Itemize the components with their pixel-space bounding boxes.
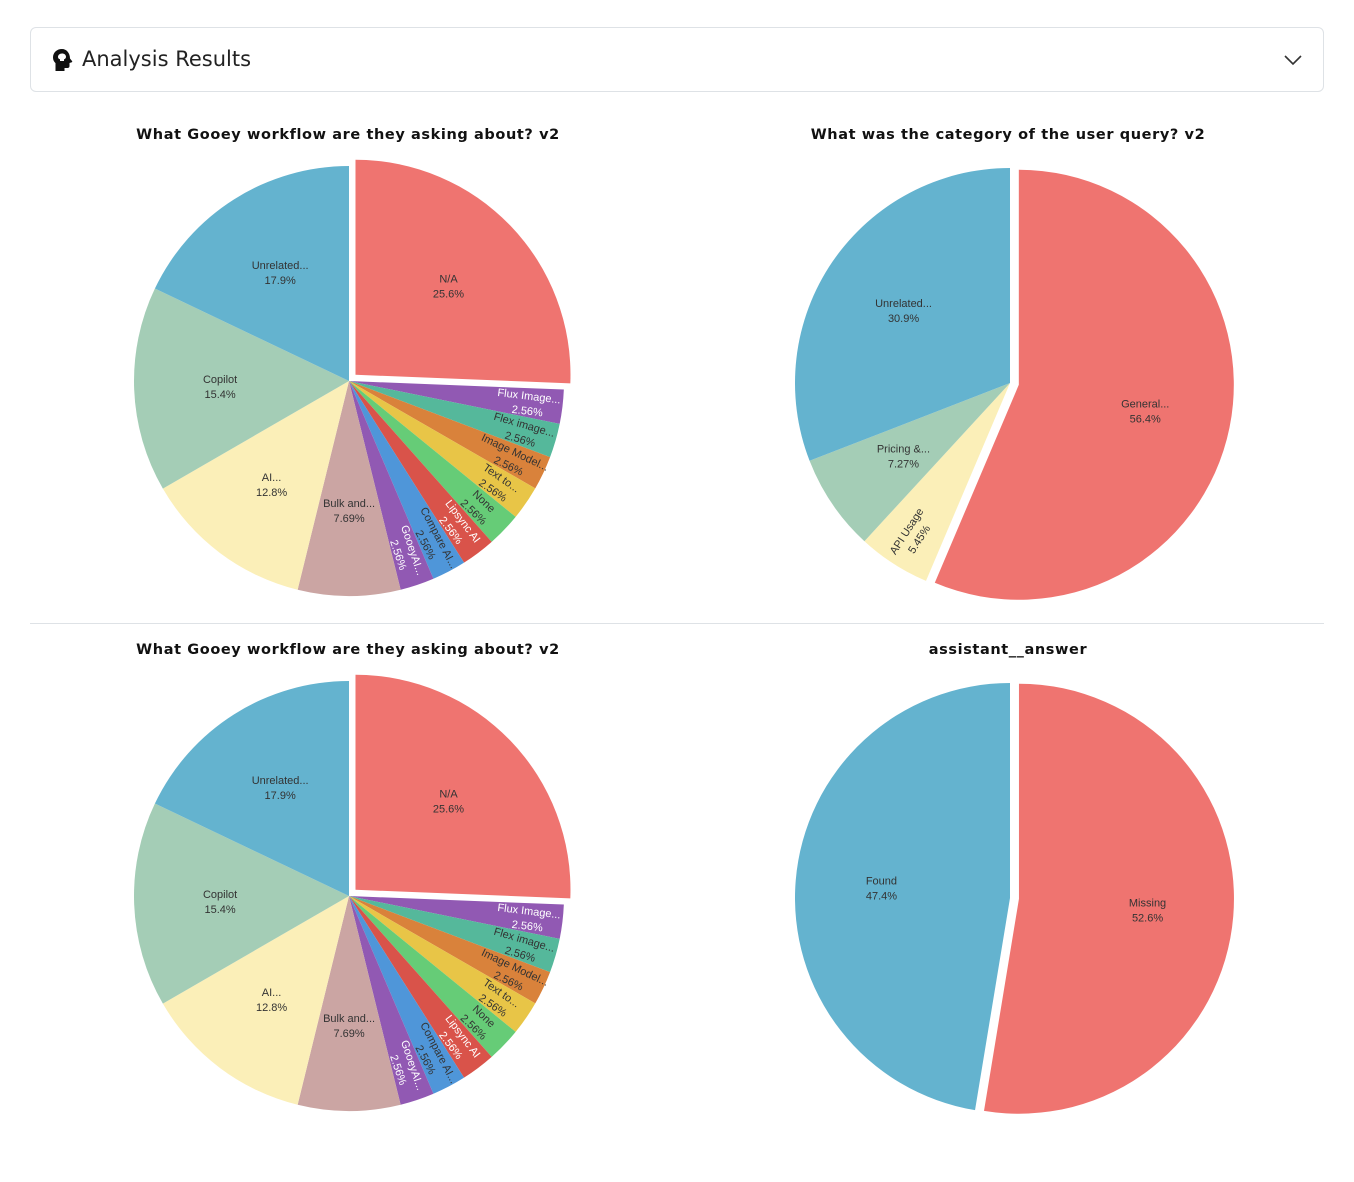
chevron-down-icon[interactable] [1283,50,1303,70]
pie-chart-workflow: N/A 25.6%Flux Image...2.56%Flex image...2… [133,159,571,596]
slice-shape[interactable] [133,803,349,1004]
slice-shape[interactable] [297,381,401,596]
pie-slice-11[interactable]: Copilot 15.4% [133,288,349,489]
slice-shape[interactable] [162,896,349,1105]
slice-label: AI... 12.8% [256,472,287,499]
slice-shape[interactable] [349,896,536,1032]
slice-shape[interactable] [355,674,571,899]
pie-slice-0[interactable]: General... 56.4% [934,169,1234,600]
slice-shape[interactable] [349,381,516,542]
slice-shape[interactable] [809,383,1010,542]
pie-slice-12[interactable]: Unrelated... 17.9% [154,166,349,381]
divider [30,623,1324,624]
slice-label: Found 47.4% [866,875,897,902]
slice-shape[interactable] [349,381,434,590]
slice-label: Bulk and... 7.69% [323,1013,375,1040]
pie-slice-12[interactable]: Unrelated... 17.9% [154,681,349,896]
chart-title: What was the category of the user query?… [810,127,1206,143]
slice-label: AI... 12.8% [256,987,287,1014]
slice-shape[interactable] [795,168,1010,461]
pie-slice-10[interactable]: AI... 12.8% [162,896,349,1105]
pie-slice-0[interactable]: N/A 25.6% [355,159,571,384]
slice-shape[interactable] [297,896,401,1111]
slice-shape[interactable] [349,381,564,424]
chart-title: What Gooey workflow are they asking abou… [136,642,560,658]
brain-head-icon [53,49,73,71]
pie-slice-10[interactable]: AI... 12.8% [162,381,349,590]
slice-shape[interactable] [349,896,434,1105]
slice-shape[interactable] [349,896,551,1004]
pie-slice-1[interactable]: Flux Image...2.56% [349,381,564,424]
pie-slice-1[interactable]: API Usage5.45% [864,383,1010,581]
pie-chart-category: General... 56.4% API Usage5.45%Pricing &..… [795,168,1234,600]
chart-title: assistant__answer [928,642,1088,658]
slice-shape[interactable] [934,169,1234,600]
slice-shape[interactable] [349,896,564,939]
section-title: Analysis Results [82,47,252,71]
pie-slice-11[interactable]: Copilot 15.4% [133,803,349,1004]
slice-label: Missing 52.6% [1129,897,1166,924]
pie-slice-9[interactable]: Bulk and... 7.69% [297,381,401,596]
slice-label: N/A 25.6% [433,788,464,815]
pie-slice-1[interactable]: Found 47.4% [794,683,1010,1111]
slice-label: Unrelated... 30.9% [875,298,932,325]
slice-shape[interactable] [349,896,492,1078]
slice-shape[interactable] [355,159,571,384]
slice-shape[interactable] [349,381,536,517]
slice-shape[interactable] [162,381,349,590]
pie-slice-0[interactable]: Missing 52.6% [984,683,1234,1114]
pie-slice-1[interactable]: Flux Image...2.56% [349,896,564,939]
pie-chart-assistant-answer: Missing 52.6% Found 47.4% [794,683,1234,1114]
slice-shape[interactable] [864,383,1010,581]
slice-label: N/A 25.6% [433,273,464,300]
slice-shape[interactable] [794,683,1010,1111]
slice-label: Copilot 15.4% [203,374,237,401]
slice-shape[interactable] [349,896,465,1094]
slice-shape[interactable] [349,896,560,973]
slice-shape[interactable] [133,288,349,489]
slice-shape[interactable] [349,381,560,458]
slice-label: Bulk and... 7.69% [323,498,375,525]
pie-slice-9[interactable]: Bulk and... 7.69% [297,896,401,1111]
slice-label: General... 56.4% [1121,399,1169,426]
slice-shape[interactable] [984,683,1234,1114]
slice-shape[interactable] [349,381,551,489]
slice-label: Pricing &... 7.27% [877,444,930,471]
pie-slice-0[interactable]: N/A 25.6% [355,674,571,899]
slice-shape[interactable] [349,381,492,563]
slice-shape[interactable] [154,166,349,381]
slice-shape[interactable] [154,681,349,896]
slice-label: Unrelated... 17.9% [252,260,309,287]
pie-slice-2[interactable]: Pricing &... 7.27% [809,383,1010,542]
pie-chart-workflow-2: N/A 25.6%Flux Image...2.56%Flex image...2… [133,674,571,1111]
slice-label: Copilot 15.4% [203,889,237,916]
chart-title: What Gooey workflow are they asking abou… [136,127,560,143]
analysis-results-header[interactable]: Analysis Results [30,27,1324,92]
slice-shape[interactable] [349,381,465,579]
pie-slice-3[interactable]: Unrelated... 30.9% [795,168,1010,461]
slice-label: Unrelated... 17.9% [252,775,309,802]
slice-shape[interactable] [349,896,516,1057]
